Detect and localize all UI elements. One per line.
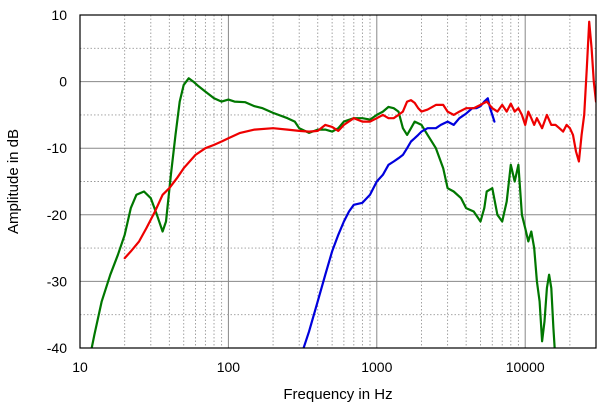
series-line-3 — [123, 20, 596, 260]
series-line-2 — [302, 97, 496, 348]
x-tick-label: 10 — [72, 359, 88, 375]
x-tick-label: 10000 — [506, 359, 545, 375]
x-tick-label: 1000 — [361, 359, 392, 375]
y-axis-label: Amplitude in dB — [5, 129, 22, 234]
y-tick-label: 10 — [51, 7, 67, 23]
y-tick-label: -10 — [47, 140, 67, 156]
tick-labels: 10 100 1000 10000 -40 -30 -20 -10 0 10 — [47, 7, 545, 375]
x-axis-label: Frequency in Hz — [283, 386, 392, 403]
plot-frame — [79, 14, 597, 349]
y-tick-label: 0 — [59, 74, 67, 90]
series-line-1 — [90, 77, 556, 348]
x-tick-label: 100 — [217, 359, 241, 375]
y-tick-label: -40 — [47, 340, 67, 356]
y-tick-label: -30 — [47, 273, 67, 289]
data-series — [90, 20, 596, 348]
y-tick-label: -20 — [47, 207, 67, 223]
